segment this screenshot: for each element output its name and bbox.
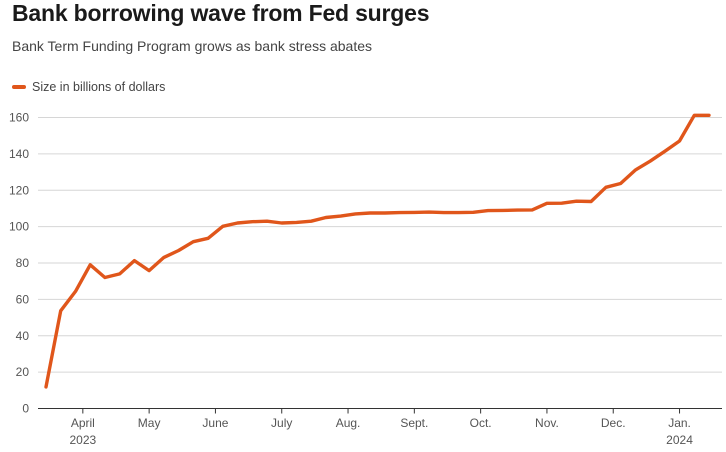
y-tick-label: 100 bbox=[9, 220, 29, 234]
legend-label: Size in billions of dollars bbox=[32, 80, 166, 94]
x-tick-sublabel: 2024 bbox=[666, 433, 693, 447]
x-tick-label: June bbox=[202, 416, 228, 430]
chart-title: Bank borrowing wave from Fed surges bbox=[12, 0, 430, 26]
y-tick-label: 160 bbox=[9, 111, 29, 125]
x-tick-label: Jan. bbox=[668, 416, 691, 430]
x-tick-label: April bbox=[71, 416, 95, 430]
y-tick-label: 60 bbox=[16, 292, 30, 306]
y-tick-label: 80 bbox=[16, 256, 30, 270]
y-tick-label: 140 bbox=[9, 147, 29, 161]
x-tick-label: Sept. bbox=[400, 416, 428, 430]
y-tick-label: 20 bbox=[16, 365, 30, 379]
x-tick-label: Oct. bbox=[470, 416, 492, 430]
series-line bbox=[44, 113, 711, 389]
x-tick-label: Dec. bbox=[601, 416, 626, 430]
legend-swatch bbox=[12, 85, 26, 89]
y-tick-label: 0 bbox=[22, 402, 29, 416]
y-tick-label: 120 bbox=[9, 183, 29, 197]
x-tick-label: July bbox=[271, 416, 292, 430]
x-tick-sublabel: 2023 bbox=[69, 433, 96, 447]
x-tick-label: Nov. bbox=[535, 416, 559, 430]
x-tick-label: May bbox=[138, 416, 161, 430]
legend: Size in billions of dollars bbox=[12, 80, 165, 94]
chart-subtitle: Bank Term Funding Program grows as bank … bbox=[12, 38, 373, 54]
y-tick-label: 40 bbox=[16, 329, 30, 343]
x-tick-label: Aug. bbox=[336, 416, 361, 430]
